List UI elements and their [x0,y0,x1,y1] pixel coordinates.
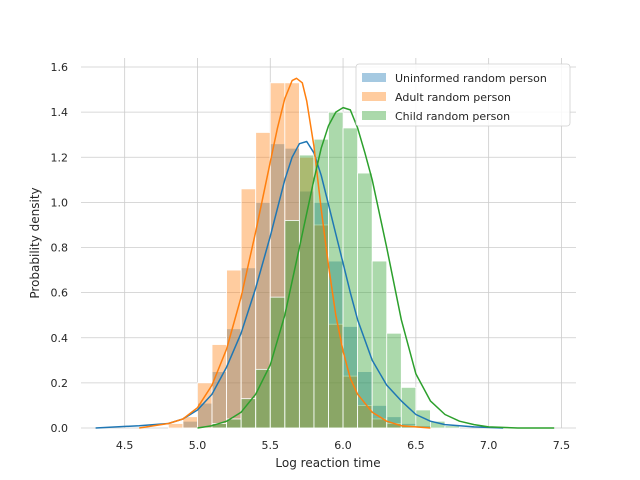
x-tick-label: 4.5 [116,439,134,452]
legend-swatch [362,73,386,82]
histogram-bar [371,260,388,429]
legend-label: Child random person [395,110,510,123]
x-tick-label: 6.0 [334,439,352,452]
histogram-bar [386,332,402,429]
y-tick-label: 0.4 [51,332,69,345]
histogram-bar [357,172,373,429]
histogram-bar [211,344,227,429]
bar-series-2 [211,111,460,429]
y-tick-label: 0.8 [51,242,69,255]
y-tick-label: 0.2 [51,377,69,390]
y-tick-label: 0.6 [51,287,69,300]
y-tick-label: 1.4 [51,106,69,119]
x-tick-label: 5.0 [189,439,207,452]
histogram-bar [298,154,315,429]
x-tick-label: 7.0 [480,439,498,452]
legend-swatch [362,92,386,101]
histogram-bar [342,127,359,429]
y-tick-label: 0.0 [51,422,69,435]
histogram-bar [415,409,431,429]
kde-curves [95,77,555,429]
legend-label: Adult random person [395,91,511,104]
x-axis-label: Log reaction time [275,456,380,470]
histogram-bar [284,220,300,429]
kde-line-0 [95,140,504,429]
histogram-bar [167,423,184,429]
kde-line-2 [197,106,555,429]
y-tick-label: 1.0 [51,196,69,209]
x-tick-label: 6.5 [407,439,425,452]
x-tick-label: 5.5 [262,439,280,452]
kde-line-1 [139,77,431,429]
histogram-bar [328,111,344,429]
legend: Uninformed random person Adult random per… [355,63,571,127]
histogram-bar [313,138,329,429]
legend-label: Uninformed random person [395,72,547,85]
histogram-bar [269,296,286,429]
legend-swatch [362,111,386,120]
y-axis-ticks: 0.0 0.2 0.4 0.6 0.8 1.0 1.2 1.4 1.6 [51,61,69,435]
y-tick-label: 1.6 [51,61,69,74]
y-axis-label: Probability density [28,187,42,298]
x-axis-ticks: 4.5 5.0 5.5 6.0 6.5 7.0 7.5 [116,439,570,452]
y-tick-label: 1.2 [51,151,69,164]
x-tick-label: 7.5 [553,439,571,452]
legend-box [355,63,571,127]
